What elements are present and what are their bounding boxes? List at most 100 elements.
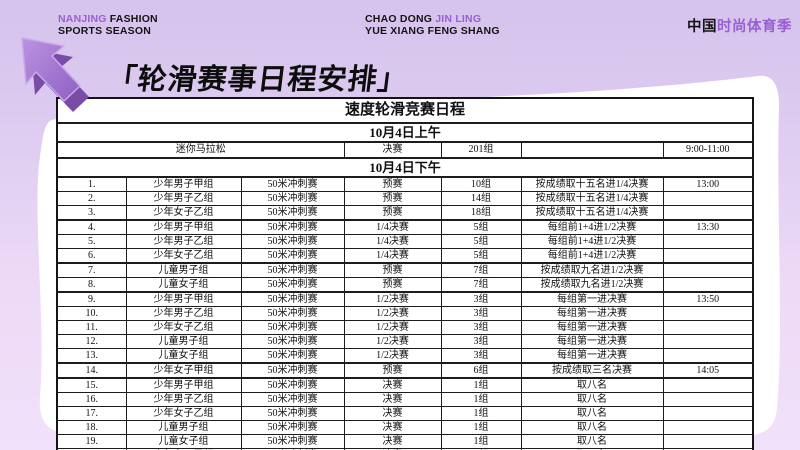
cell-event-name: 迷你马拉松 bbox=[56, 141, 345, 159]
cell-event: 50米冲刺赛 bbox=[240, 277, 345, 293]
cell-group: 儿童女子组 bbox=[125, 434, 242, 449]
cell-rule bbox=[520, 141, 664, 159]
cell-number: 6. bbox=[56, 248, 127, 264]
cell-event: 50米冲刺赛 bbox=[240, 205, 345, 221]
cell-group: 少年男子甲组 bbox=[125, 377, 242, 393]
table-row: 2. 少年男子乙组 50米冲刺赛 预赛 14组 按成绩取十五名进1/4决赛 bbox=[56, 191, 754, 206]
table-row: 15. 少年男子甲组 50米冲刺赛 决赛 1组 取八名 bbox=[56, 377, 754, 393]
table-row: 9. 少年男子甲组 50米冲刺赛 1/2决赛 3组 每组第一进决赛 13:50 bbox=[56, 291, 754, 307]
schedule-table: 速度轮滑竞赛日程 10月4日上午 迷你马拉松 决赛 201组 9:00-11:0… bbox=[56, 97, 755, 450]
table-row: 4. 少年男子甲组 50米冲刺赛 1/4决赛 5组 每组前1+4进1/2决赛 1… bbox=[56, 219, 754, 235]
cell-round: 决赛 bbox=[343, 420, 442, 435]
cell-group: 少年女子乙组 bbox=[125, 248, 242, 264]
table-row: 8. 儿童女子组 50米冲刺赛 预赛 7组 按成绩取九名进1/2决赛 bbox=[56, 277, 754, 293]
cell-time bbox=[662, 205, 754, 221]
cell-event: 50米冲刺赛 bbox=[240, 219, 345, 235]
cell-groups: 18组 bbox=[440, 205, 522, 221]
cell-groups: 14组 bbox=[440, 191, 522, 206]
cell-number: 3. bbox=[56, 205, 127, 221]
cell-time bbox=[662, 234, 754, 249]
table-row: 5. 少年男子乙组 50米冲刺赛 1/4决赛 5组 每组前1+4进1/2决赛 bbox=[56, 234, 754, 249]
cell-group: 少年男子甲组 bbox=[125, 291, 242, 307]
cell-round: 1/2决赛 bbox=[343, 291, 442, 307]
logo-right-black: 中国 bbox=[687, 19, 717, 35]
cell-group: 少年女子乙组 bbox=[125, 406, 242, 421]
cell-rule: 取八名 bbox=[520, 377, 664, 393]
cell-groups: 3组 bbox=[440, 291, 522, 307]
cell-event: 50米冲刺赛 bbox=[240, 362, 345, 379]
table-row: 20. 少年女子甲组 50米冲刺赛 决赛 1组 取八名 bbox=[56, 448, 754, 450]
cell-groups: 5组 bbox=[440, 248, 522, 264]
cell-rule: 按成绩取三名决赛 bbox=[520, 362, 664, 379]
cell-number: 19. bbox=[56, 434, 127, 449]
cell-number: 13. bbox=[56, 348, 127, 364]
cell-round: 1/2决赛 bbox=[343, 306, 442, 321]
table-row: 14. 少年女子甲组 50米冲刺赛 预赛 6组 按成绩取三名决赛 14:05 bbox=[56, 362, 754, 379]
logo-center-accent: JIN LING bbox=[432, 13, 482, 25]
cell-group: 少年男子甲组 bbox=[125, 176, 242, 192]
table-title-row: 速度轮滑竞赛日程 bbox=[56, 97, 754, 124]
cell-group: 少年男子乙组 bbox=[125, 191, 242, 206]
cell-number: 10. bbox=[56, 306, 127, 321]
cell-rule: 取八名 bbox=[520, 406, 664, 421]
cell-event: 50米冲刺赛 bbox=[240, 348, 345, 364]
cell-rule: 每组前1+4进1/2决赛 bbox=[520, 234, 664, 249]
afternoon-section-header: 10月4日下午 bbox=[56, 157, 754, 178]
logo-left-line2: SPORTS SEASON bbox=[58, 25, 152, 38]
cell-group: 少年男子乙组 bbox=[125, 234, 242, 249]
cell-event: 50米冲刺赛 bbox=[240, 420, 345, 435]
cell-group: 儿童男子组 bbox=[125, 262, 242, 278]
cell-number: 4. bbox=[56, 219, 127, 235]
cell-round: 预赛 bbox=[343, 277, 442, 293]
cell-rule: 按成绩取十五名进1/4决赛 bbox=[520, 191, 664, 206]
cell-event: 50米冲刺赛 bbox=[240, 392, 345, 407]
cell-time: 14:05 bbox=[662, 362, 754, 379]
cell-group: 少年男子甲组 bbox=[125, 219, 242, 235]
cell-time bbox=[662, 377, 754, 393]
table-title: 速度轮滑竞赛日程 bbox=[56, 97, 754, 124]
cell-groups: 6组 bbox=[440, 362, 522, 379]
cell-round: 预赛 bbox=[343, 176, 442, 192]
logo-china-fashion-sports: 中国时尚体育季 bbox=[687, 19, 792, 36]
cell-group: 儿童女子组 bbox=[125, 348, 242, 364]
cell-event: 50米冲刺赛 bbox=[240, 406, 345, 421]
table-row: 17. 少年女子乙组 50米冲刺赛 决赛 1组 取八名 bbox=[56, 406, 754, 421]
cell-event: 50米冲刺赛 bbox=[240, 176, 345, 192]
cell-groups: 5组 bbox=[440, 219, 522, 235]
cell-rule: 取八名 bbox=[520, 420, 664, 435]
cell-groups: 1组 bbox=[440, 434, 522, 449]
cell-groups: 10组 bbox=[440, 176, 522, 192]
cell-event: 50米冲刺赛 bbox=[240, 377, 345, 393]
cell-time: 13:30 bbox=[662, 219, 754, 235]
cell-round: 1/4决赛 bbox=[343, 248, 442, 264]
table-row: 16. 少年男子乙组 50米冲刺赛 决赛 1组 取八名 bbox=[56, 392, 754, 407]
table-row: 7. 儿童男子组 50米冲刺赛 预赛 7组 按成绩取九名进1/2决赛 bbox=[56, 262, 754, 278]
cell-round: 决赛 bbox=[343, 377, 442, 393]
cell-groups: 1组 bbox=[440, 377, 522, 393]
cell-group: 少年女子乙组 bbox=[125, 205, 242, 221]
cell-round: 预赛 bbox=[343, 262, 442, 278]
mini-marathon-row: 迷你马拉松 决赛 201组 9:00-11:00 bbox=[56, 141, 754, 159]
cell-groups: 7组 bbox=[440, 262, 522, 278]
cell-groups: 3组 bbox=[440, 334, 522, 349]
table-row: 1. 少年男子甲组 50米冲刺赛 预赛 10组 按成绩取十五名进1/4决赛 13… bbox=[56, 176, 754, 192]
cell-rule: 每组第一进决赛 bbox=[520, 306, 664, 321]
logo-center-black: CHAO DONG bbox=[365, 13, 433, 25]
cell-rule: 每组前1+4进1/2决赛 bbox=[520, 248, 664, 264]
cell-number: 18. bbox=[56, 420, 127, 435]
cell-number: 11. bbox=[56, 320, 127, 335]
cell-event: 50米冲刺赛 bbox=[240, 306, 345, 321]
morning-section-header: 10月4日上午 bbox=[56, 122, 754, 143]
cell-round: 1/2决赛 bbox=[343, 320, 442, 335]
cell-event: 50米冲刺赛 bbox=[240, 234, 345, 249]
cell-group: 儿童男子组 bbox=[125, 420, 242, 435]
logo-nanjing-fashion: NANJING FASHION SPORTS SEASON bbox=[58, 13, 158, 37]
cell-time bbox=[662, 348, 754, 364]
cell-groups: 1组 bbox=[440, 406, 522, 421]
cell-group: 儿童男子组 bbox=[125, 334, 242, 349]
cell-time bbox=[662, 392, 754, 407]
cell-event: 50米冲刺赛 bbox=[240, 262, 345, 278]
cell-number: 12. bbox=[56, 334, 127, 349]
cell-number: 5. bbox=[56, 234, 127, 249]
cell-time: 9:00-11:00 bbox=[662, 141, 754, 159]
